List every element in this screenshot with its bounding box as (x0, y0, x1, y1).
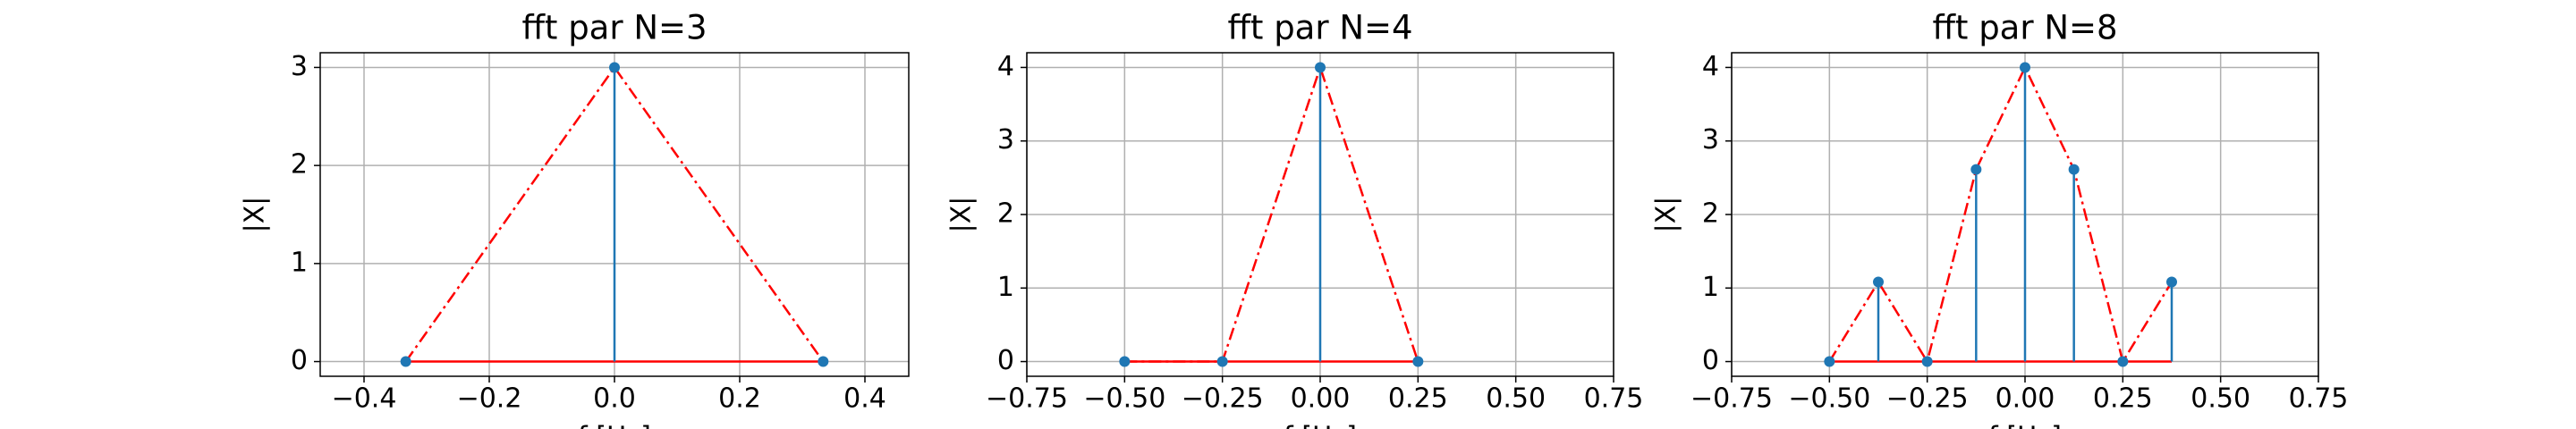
x-axis-label: f [Hz] (1284, 422, 1357, 429)
marker (400, 356, 411, 367)
x-tick-label: 0.0 (593, 383, 636, 415)
chart-title: fft par N=8 (1932, 9, 2117, 47)
x-tick-label: 0.25 (2093, 383, 2153, 415)
axes-frame (1731, 52, 2319, 377)
marker (1921, 356, 1933, 367)
x-tick-label: 0.00 (1996, 383, 2055, 415)
y-tick-label: 0 (291, 345, 308, 376)
y-tick-label: 0 (1702, 345, 1719, 376)
marker (818, 356, 829, 367)
marker (1824, 356, 1835, 367)
x-tick-label: −0.4 (332, 383, 397, 415)
y-tick-label: 2 (1702, 198, 1719, 230)
y-tick-label: 4 (997, 51, 1014, 82)
x-axis-label: f [Hz] (1988, 422, 2062, 429)
x-tick-label: 0.75 (1584, 383, 1644, 415)
x-tick-label: −0.2 (457, 383, 522, 415)
marker (609, 62, 620, 73)
y-tick-label: 0 (997, 345, 1014, 376)
x-tick-label: −0.75 (1690, 383, 1773, 415)
marker (2020, 62, 2030, 73)
envelope-line (1124, 63, 1419, 363)
y-tick-label: 3 (1702, 124, 1719, 156)
y-tick-label: 3 (291, 51, 308, 82)
marker (1873, 276, 1884, 288)
marker (1412, 356, 1424, 367)
x-tick-label: −0.25 (1886, 383, 1969, 415)
marker (1119, 356, 1131, 367)
x-tick-label: −0.75 (986, 383, 1068, 415)
y-tick-label: 3 (997, 124, 1014, 156)
axes-frame (319, 52, 910, 377)
x-tick-label: −0.50 (1083, 383, 1165, 415)
y-tick-label: 1 (291, 247, 308, 278)
y-tick-label: 1 (997, 272, 1014, 303)
y-tick-label: 4 (1702, 51, 1719, 82)
y-tick-label: 2 (291, 149, 308, 181)
chart-title: fft par N=3 (521, 9, 707, 47)
x-tick-label: 0.00 (1291, 383, 1351, 415)
x-tick-label: 0.2 (718, 383, 761, 415)
marker (2117, 356, 2129, 367)
envelope-line (1828, 64, 2174, 365)
x-tick-label: 0.50 (1486, 383, 1546, 415)
y-axis-label: |X| (1651, 197, 1682, 233)
x-axis-label: f [Hz] (578, 422, 651, 429)
chart-title: fft par N=4 (1227, 9, 1412, 47)
y-tick-label: 1 (1702, 272, 1719, 303)
axes-frame (1026, 52, 1614, 377)
x-tick-label: 0.25 (1388, 383, 1448, 415)
x-tick-label: 0.50 (2190, 383, 2250, 415)
y-axis-label: |X| (240, 197, 271, 233)
y-tick-label: 2 (997, 198, 1014, 230)
marker (1315, 62, 1326, 73)
marker (2068, 164, 2080, 175)
x-tick-label: −0.25 (1182, 383, 1264, 415)
marker (2166, 276, 2177, 288)
x-tick-label: 0.75 (2289, 383, 2349, 415)
x-tick-label: 0.4 (843, 383, 886, 415)
x-tick-label: −0.50 (1788, 383, 1870, 415)
marker (1216, 356, 1228, 367)
marker (1970, 164, 1982, 175)
y-axis-label: |X| (946, 197, 978, 233)
